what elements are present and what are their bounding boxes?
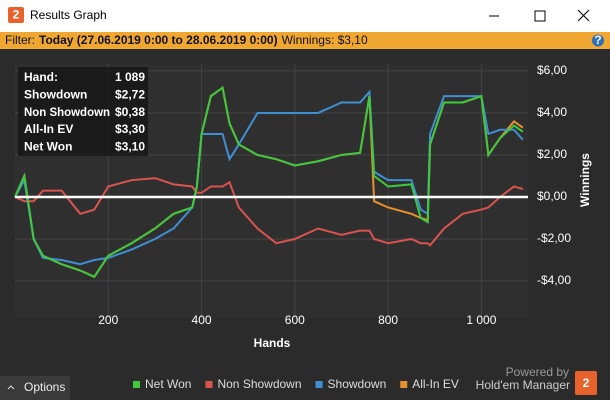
- maximize-button[interactable]: [534, 10, 546, 22]
- y-tick-label: $0,00: [537, 189, 567, 203]
- stats: Hand: 1 089 Showdown $2,72 Non Showdown $0,38…: [24, 70, 145, 153]
- filter-range: Today (27.06.2019 0:00 to 28.06.2019 0:0…: [39, 33, 278, 47]
- legend-swatch: [133, 381, 140, 388]
- legend-label: Net Won: [145, 377, 191, 391]
- app-icon: [8, 7, 24, 23]
- stat-label: All-In EV: [24, 122, 73, 136]
- brand-logo-text: 2: [583, 376, 590, 390]
- legend-swatch: [315, 381, 323, 388]
- brand: Hold'em Manager: [476, 378, 570, 392]
- help-button[interactable]: [592, 34, 604, 47]
- legend-swatch: [205, 381, 213, 388]
- stat-label: Hand:: [24, 70, 58, 84]
- stat-value: 1 089: [115, 70, 145, 84]
- window-title: Results Graph: [30, 8, 107, 22]
- stats-box: [18, 67, 148, 156]
- stat-value: $0,38: [115, 105, 145, 119]
- filter-bar: [0, 32, 610, 49]
- powered-by: Powered by: [506, 365, 569, 379]
- app-icon-text: 2: [13, 8, 20, 22]
- series-line: [14, 89, 524, 266]
- close-button[interactable]: [577, 9, 590, 22]
- legend-label: Non Showdown: [217, 377, 301, 391]
- x-tick-label: 1 000: [466, 313, 496, 327]
- lines: [14, 86, 528, 279]
- legend-swatch: [400, 381, 408, 388]
- options-caret[interactable]: [7, 385, 15, 390]
- stat-value: $2,72: [115, 87, 145, 101]
- series-line: [14, 86, 524, 279]
- series-line: [14, 177, 524, 247]
- y-tick-label: $4,00: [537, 105, 567, 119]
- stat-label: Showdown: [24, 87, 87, 101]
- y-tick-label: -$4,00: [537, 273, 571, 287]
- x-tick-label: 600: [285, 313, 305, 327]
- legend-label: All-In EV: [412, 377, 459, 391]
- stat-value: $3,10: [115, 139, 145, 153]
- stat-label: Net Won: [24, 139, 72, 153]
- x-tick-label: 400: [192, 313, 212, 327]
- stat-value: $3,30: [115, 122, 145, 136]
- x-axis-title: Hands: [254, 336, 291, 350]
- y-tick-label: $2,00: [537, 147, 567, 161]
- filter-text: Filter: Today (27.06.2019 0:00 to 28.06.2…: [5, 33, 368, 47]
- help-icon[interactable]: ?: [594, 33, 601, 47]
- title-bar: [0, 0, 610, 32]
- legend: Net Won Non Showdown Showdown All-In EV: [133, 377, 459, 391]
- y-axis-title: Winnings: [578, 153, 592, 207]
- y-tick-label: -$2,00: [537, 231, 571, 245]
- brand-logo: [575, 371, 597, 395]
- filter-winnings: Winnings: $3,10: [282, 33, 368, 47]
- legend-label: Showdown: [328, 377, 387, 391]
- options-button[interactable]: [0, 376, 70, 400]
- y-tick-label: $6,00: [537, 63, 567, 77]
- stat-label: Non Showdown: [24, 105, 110, 119]
- x-tick-label: 800: [378, 313, 398, 327]
- x-tick-label: 200: [98, 313, 118, 327]
- filter-label: Filter:: [5, 33, 35, 47]
- options-label[interactable]: Options: [24, 380, 65, 394]
